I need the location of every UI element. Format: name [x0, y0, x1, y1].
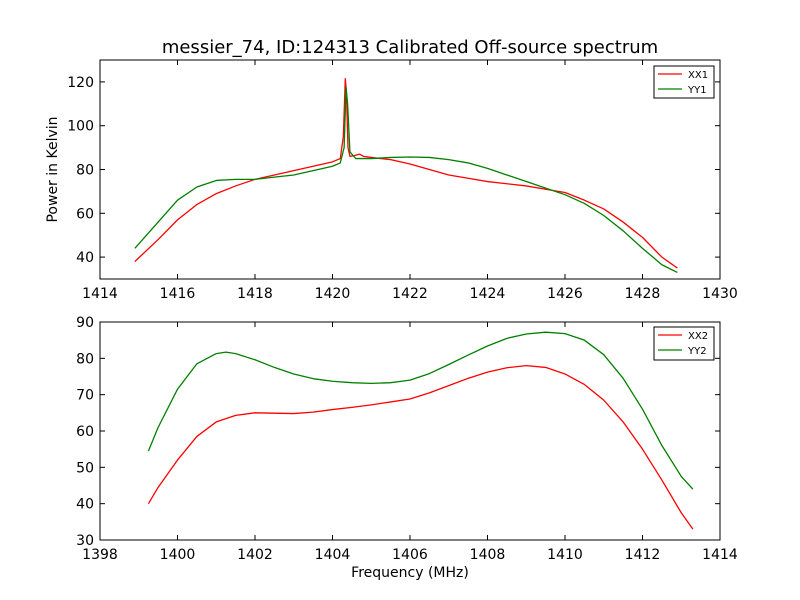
chart-2-x-tick-label: 1398 [82, 547, 118, 563]
chart-1-x-tick-label: 1414 [82, 286, 118, 302]
chart-2-x-tick-label: 1410 [547, 547, 583, 563]
chart-1-y-tick-label: 120 [67, 75, 94, 91]
chart-1-y-tick-label: 80 [76, 163, 94, 179]
chart-2-y-tick-label: 80 [76, 351, 94, 367]
chart-1-y-tick-label: 60 [76, 206, 94, 222]
chart-1-legend [653, 65, 715, 99]
chart-2-y-tick-label: 60 [76, 424, 94, 440]
figure-title: messier_74, ID:124313 Calibrated Off-sou… [162, 37, 658, 58]
chart-1-legend-label-xx1: XX1 [688, 70, 708, 81]
chart-1-x-tick-label: 1430 [702, 286, 738, 302]
chart-2-x-tick-label: 1412 [625, 547, 661, 563]
chart-1-x-tick-label: 1418 [237, 286, 273, 302]
chart-2-legend [653, 326, 715, 361]
chart-2-legend-label-yy2: YY2 [687, 346, 707, 357]
chart-2-legend-label-xx2: XX2 [688, 331, 708, 342]
chart-1-y-tick-label: 100 [67, 119, 94, 135]
chart-2-x-axis-label: Frequency (MHz) [351, 565, 469, 581]
chart-2-series-yy2 [147, 331, 694, 490]
chart-1-legend-label-yy1: YY1 [687, 85, 707, 96]
chart-2-y-tick-label: 30 [76, 533, 94, 549]
chart-2-x-tick-label: 1400 [160, 547, 196, 563]
chart-1-x-tick-label: 1426 [547, 286, 583, 302]
chart-2-y-tick-label: 70 [76, 388, 94, 404]
chart-1-x-tick-label: 1428 [625, 286, 661, 302]
chart-2-x-tick-label: 1402 [237, 547, 273, 563]
chart-2-x-tick-label: 1404 [315, 547, 351, 563]
spectrum-panel-1: 1414 1416 1418 1420 1422 1424 1426 1428 1430 40 60… [45, 59, 738, 302]
chart-2-series-xx2 [147, 364, 694, 530]
chart-1-x-tick-label: 1416 [160, 286, 196, 302]
chart-1-x-tick-label: 1422 [392, 286, 428, 302]
chart-2-x-tick-label: 1408 [470, 547, 506, 563]
chart-2-x-tick-label: 1414 [702, 547, 738, 563]
chart-1-y-tick-label: 40 [76, 250, 94, 266]
chart-1-x-tick-label: 1424 [470, 286, 506, 302]
chart-2-x-tick-label: 1406 [392, 547, 428, 563]
chart-2-y-tick-label: 90 [76, 315, 94, 331]
chart-2-y-tick-label: 40 [76, 497, 94, 513]
spectrum-panel-2: 1398 1400 1402 1404 1406 1408 1410 1412 1414 30 40… [76, 315, 738, 581]
chart-2-y-tick-label: 50 [76, 460, 94, 476]
chart-1-x-tick-label: 1420 [315, 286, 351, 302]
chart-1-y-axis-label: Power in Kelvin [45, 116, 61, 222]
chart-1-series-yy1 [134, 86, 678, 274]
